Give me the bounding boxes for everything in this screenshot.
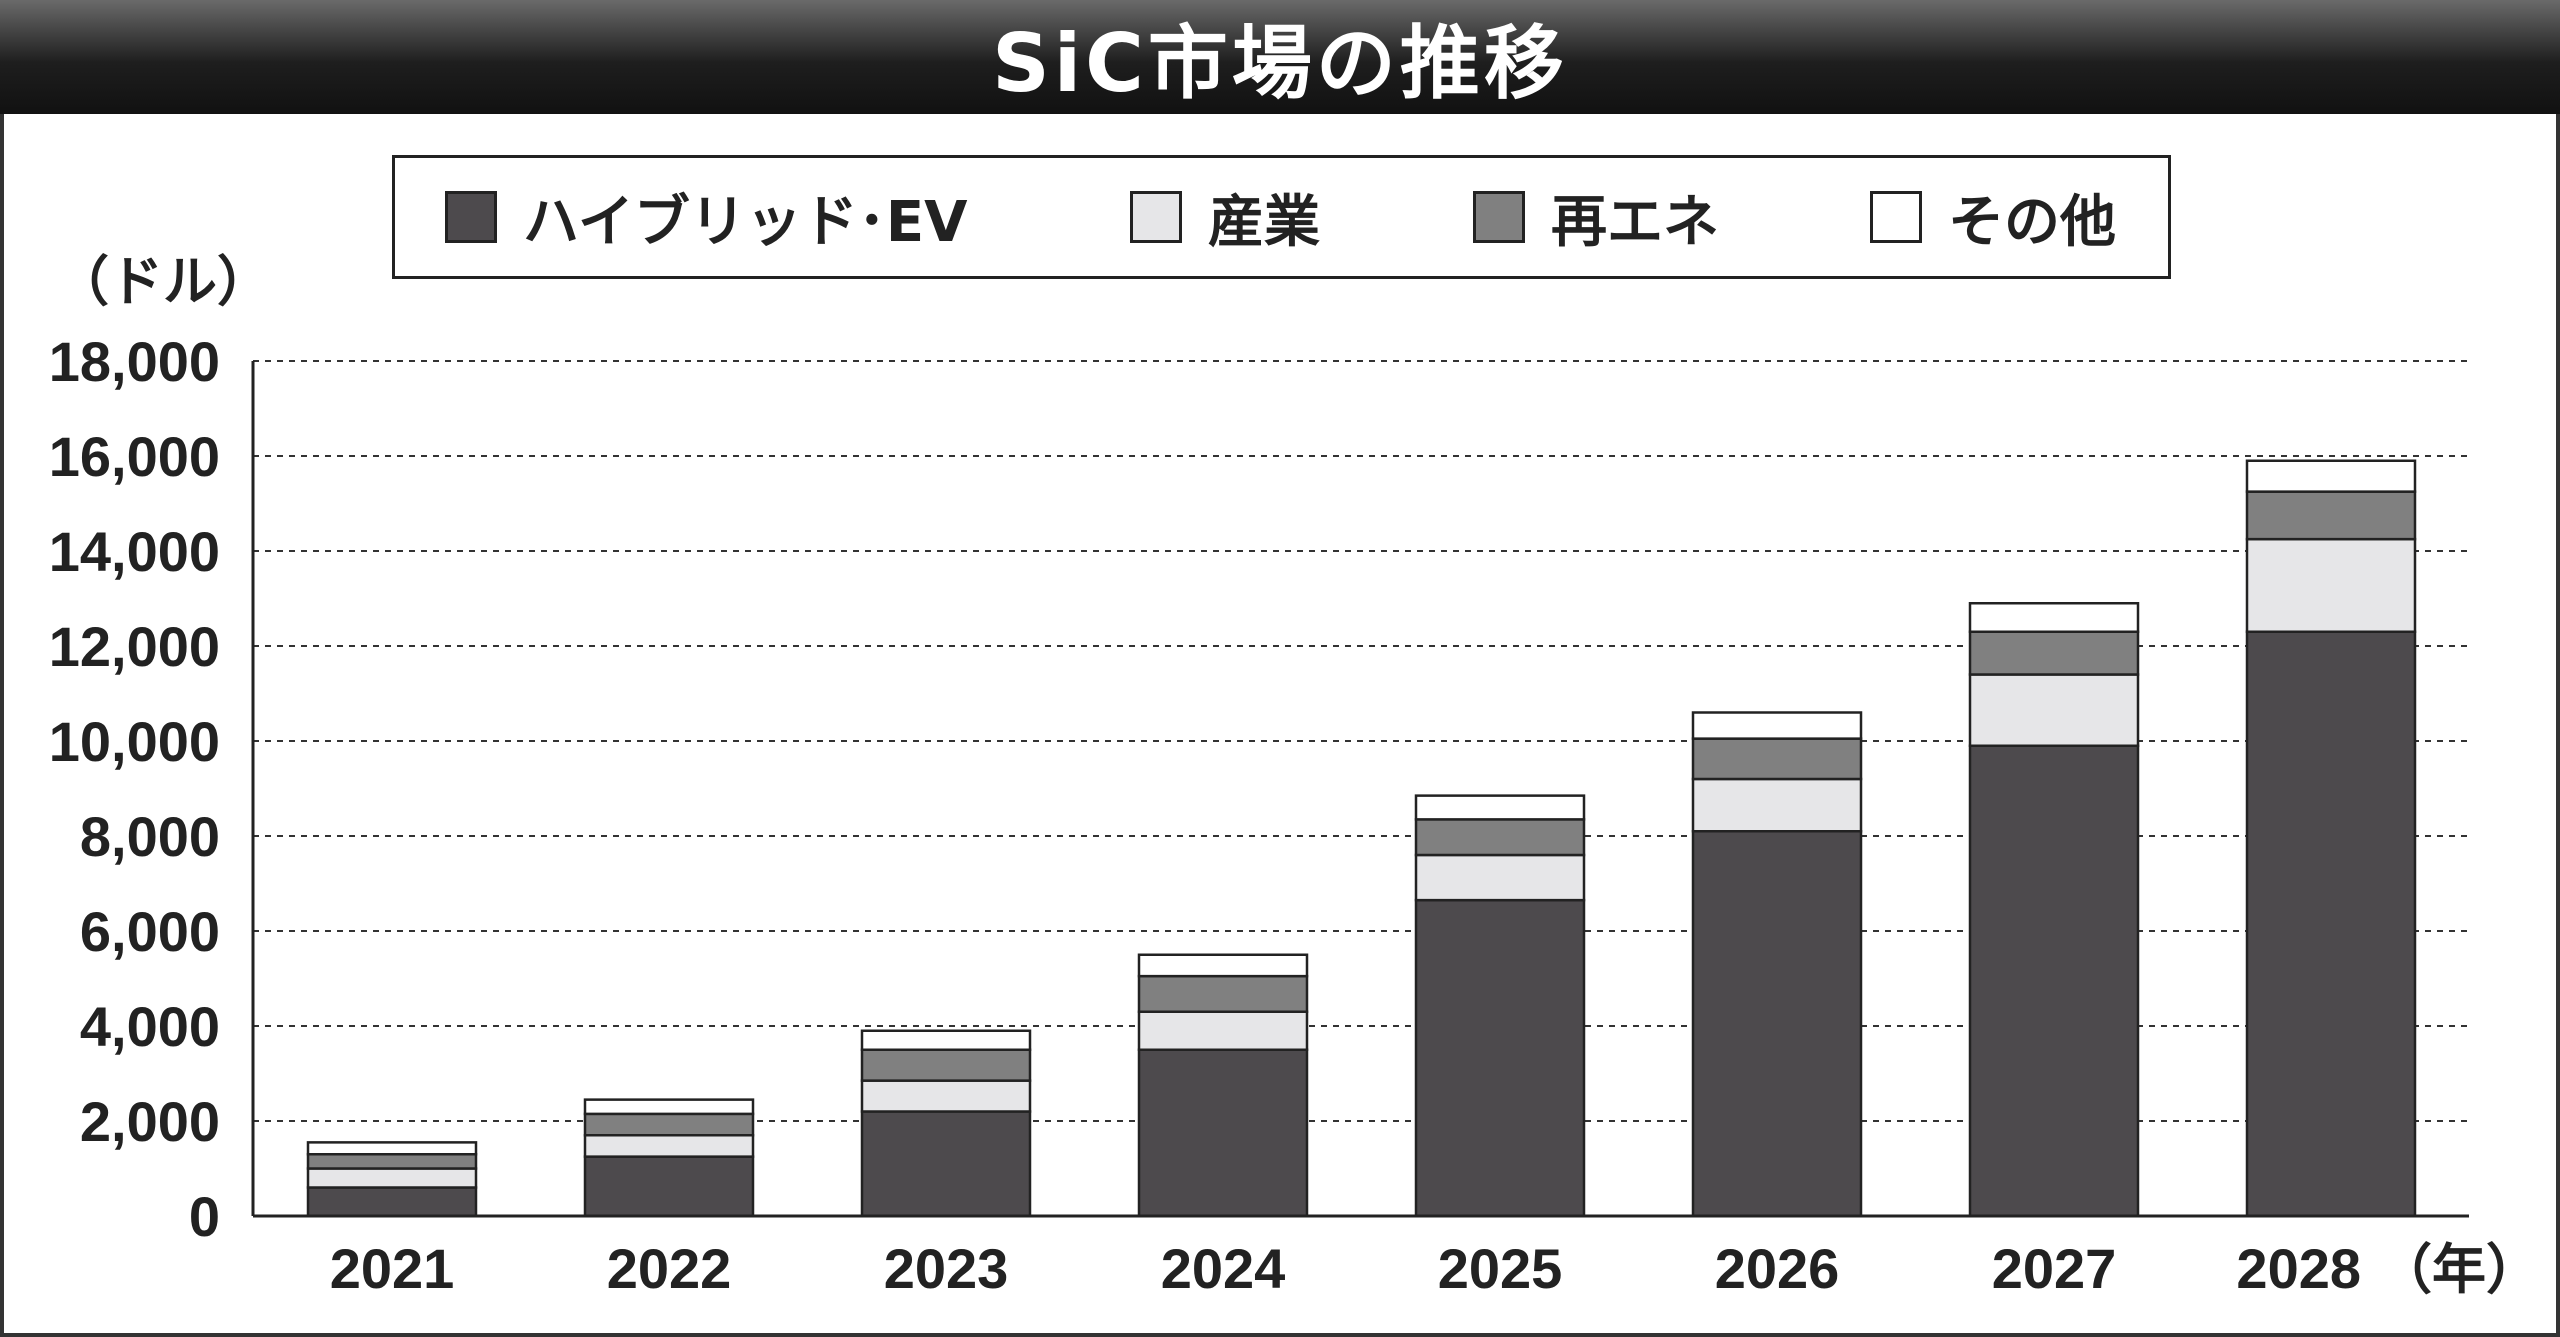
legend-label: ハイブリッド･EV xyxy=(523,189,968,255)
y-tick-label: 0 xyxy=(189,1185,220,1248)
bar-segment-2022-2 xyxy=(583,1112,755,1137)
bar-segment-2025-0 xyxy=(1414,898,1586,1218)
bar-segment-2028-0 xyxy=(2245,630,2417,1218)
bar-segment-2027-3 xyxy=(1968,602,2140,633)
y-tick-label: 8,000 xyxy=(80,805,220,868)
legend-swatch xyxy=(1870,191,1922,243)
y-tick-label: 2,000 xyxy=(80,1090,220,1153)
x-tick-label: 2027 xyxy=(1992,1237,2117,1300)
bar-segment-2028-3 xyxy=(2245,459,2417,493)
legend: ハイブリッド･EV 産業 再エネ その他 xyxy=(392,155,2171,279)
legend-swatch xyxy=(445,191,497,243)
bar-segment-2026-0 xyxy=(1691,830,1863,1218)
legend-item-ev: ハイブリッド･EV xyxy=(445,177,967,258)
bar-segment-2024-2 xyxy=(1137,974,1309,1013)
x-tick-label: 2028 xyxy=(2236,1237,2361,1300)
bar-segment-2023-1 xyxy=(860,1079,1032,1113)
bar-segment-2026-3 xyxy=(1691,711,1863,740)
bar-segment-2024-0 xyxy=(1137,1048,1309,1218)
x-tick-label: 2022 xyxy=(607,1237,732,1300)
x-tick-label: 2026 xyxy=(1715,1237,1840,1300)
x-tick-label: 2023 xyxy=(884,1237,1009,1300)
legend-item-industry: 産業 xyxy=(1130,177,1320,258)
legend-swatch xyxy=(1473,191,1525,243)
x-tick-label: 2024 xyxy=(1161,1237,1286,1300)
bar-segment-2021-1 xyxy=(306,1167,478,1189)
y-tick-label: 12,000 xyxy=(49,615,220,678)
x-tick-label: 2021 xyxy=(330,1237,455,1300)
bar-segment-2025-3 xyxy=(1414,794,1586,821)
bar-segment-2028-2 xyxy=(2245,490,2417,541)
x-tick-label: 2025 xyxy=(1438,1237,1563,1300)
bar-segment-2025-2 xyxy=(1414,818,1586,857)
bar-segment-2026-1 xyxy=(1691,777,1863,833)
y-tick-label: 14,000 xyxy=(49,520,220,583)
bar-segment-2027-0 xyxy=(1968,744,2140,1218)
legend-label: その他 xyxy=(1948,189,2116,255)
title-bar: SiC市場の推移 xyxy=(0,0,2560,114)
bar-segment-2023-3 xyxy=(860,1029,1032,1051)
bar-segment-2023-0 xyxy=(860,1110,1032,1218)
y-tick-label: 6,000 xyxy=(80,900,220,963)
x-axis-unit: （年） xyxy=(2378,1238,2540,1301)
legend-label: 再エネ xyxy=(1551,189,1719,255)
bar-segment-2023-2 xyxy=(860,1048,1032,1082)
bar-segment-2028-1 xyxy=(2245,537,2417,633)
y-tick-label: 16,000 xyxy=(49,425,220,488)
y-axis-unit: （ドル） xyxy=(55,250,271,313)
bar-segment-2024-3 xyxy=(1137,953,1309,978)
bar-segment-2022-0 xyxy=(583,1155,755,1218)
legend-swatch xyxy=(1130,191,1182,243)
y-tick-label: 18,000 xyxy=(49,330,220,393)
bar-segment-2026-2 xyxy=(1691,737,1863,781)
y-tick-label: 4,000 xyxy=(80,995,220,1058)
y-tick-label: 10,000 xyxy=(49,710,220,773)
chart-title: SiC市場の推移 xyxy=(992,17,1568,110)
legend-label: 産業 xyxy=(1208,189,1320,255)
bar-segment-2022-1 xyxy=(583,1134,755,1158)
bar-segment-2021-0 xyxy=(306,1186,478,1218)
bar-segment-2021-2 xyxy=(306,1153,478,1170)
bar-segment-2027-1 xyxy=(1968,673,2140,747)
bar-segment-2027-2 xyxy=(1968,630,2140,676)
bar-segment-2025-1 xyxy=(1414,853,1586,902)
bar-segment-2021-3 xyxy=(306,1141,478,1156)
legend-item-other: その他 xyxy=(1870,177,2116,258)
bar-segment-2024-1 xyxy=(1137,1010,1309,1051)
bar-segment-2022-3 xyxy=(583,1098,755,1116)
legend-item-renewable: 再エネ xyxy=(1473,177,1719,258)
